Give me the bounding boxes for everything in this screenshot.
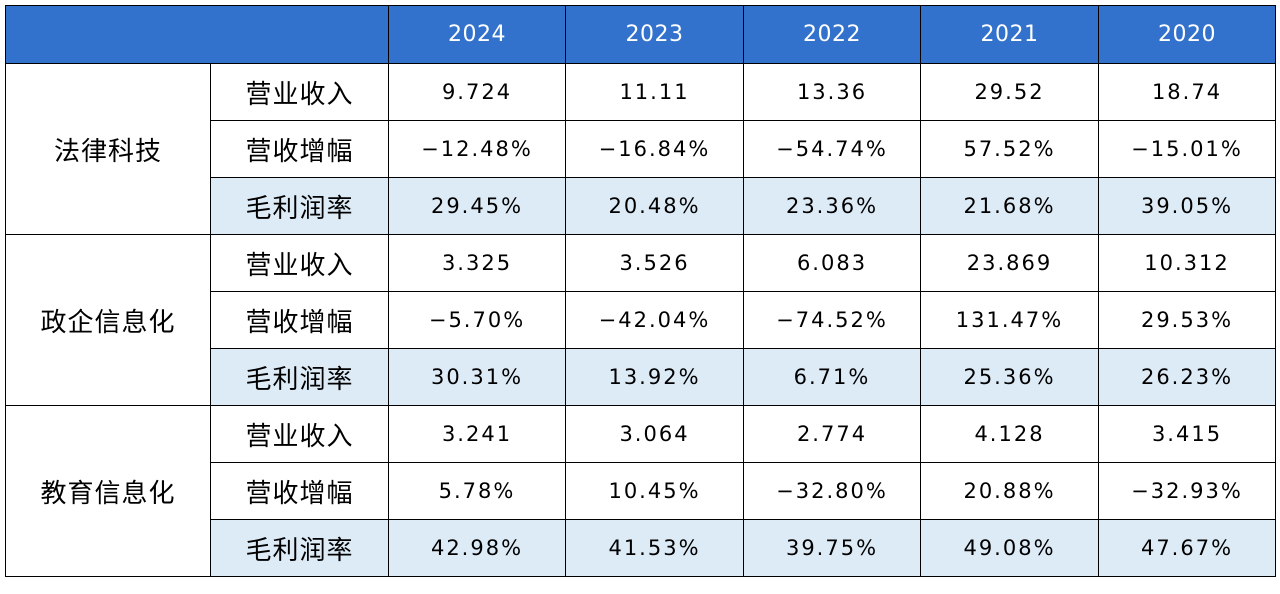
segment-cell[interactable]: 教育信息化 <box>5 405 211 577</box>
value-cell[interactable]: −54.74% <box>743 120 921 178</box>
value-cell[interactable]: −5.70% <box>388 291 566 349</box>
value-cell[interactable]: 39.05% <box>1098 177 1276 235</box>
table-row: 法律科技 营业收入 9.724 11.11 13.36 29.52 18.74 <box>5 63 1276 235</box>
table-row: 毛利润率 42.98% 41.53% 39.75% 49.08% 47.67% <box>6 519 1276 577</box>
value-cell[interactable]: 13.36 <box>743 63 921 121</box>
segment-cell[interactable]: 法律科技 <box>5 63 211 235</box>
metric-cell[interactable]: 营收增幅 <box>210 291 389 349</box>
value-cell[interactable]: −16.84% <box>565 120 744 178</box>
value-cell[interactable]: 29.53% <box>1098 291 1276 349</box>
metric-cell[interactable]: 营收增幅 <box>210 120 389 178</box>
header-year-cell[interactable]: 2020 <box>1098 5 1276 64</box>
header-year-cell[interactable]: 2024 <box>388 5 566 64</box>
value-cell[interactable]: −74.52% <box>743 291 921 349</box>
header-corner-cell[interactable] <box>5 5 389 64</box>
financial-table: 2024 2023 2022 2021 2020 法律科技 营业收入 9.724… <box>5 5 1276 577</box>
table-row: 教育信息化 营业收入 3.241 3.064 2.774 4.128 3.415 <box>5 405 1276 577</box>
value-cell[interactable]: 6.083 <box>743 234 921 292</box>
value-cell[interactable]: 9.724 <box>388 63 566 121</box>
table-row: 营收增幅 −12.48% −16.84% −54.74% 57.52% −15.… <box>6 120 1276 178</box>
value-cell[interactable]: 3.241 <box>388 405 566 463</box>
value-cell[interactable]: 3.325 <box>388 234 566 292</box>
table-row: 政企信息化 营业收入 3.325 3.526 6.083 23.869 10.3… <box>5 234 1276 406</box>
value-cell[interactable]: 21.68% <box>920 177 1099 235</box>
value-cell[interactable]: −32.93% <box>1098 462 1276 520</box>
value-cell[interactable]: −15.01% <box>1098 120 1276 178</box>
value-cell[interactable]: 39.75% <box>743 519 921 577</box>
value-cell[interactable]: 29.52 <box>920 63 1099 121</box>
metric-cell[interactable]: 毛利润率 <box>210 177 389 235</box>
value-cell[interactable]: 41.53% <box>565 519 744 577</box>
value-cell[interactable]: 5.78% <box>388 462 566 520</box>
table-row: 毛利润率 30.31% 13.92% 6.71% 25.36% 26.23% <box>6 348 1276 406</box>
value-cell[interactable]: 23.36% <box>743 177 921 235</box>
value-cell[interactable]: 3.064 <box>565 405 744 463</box>
value-cell[interactable]: 3.526 <box>565 234 744 292</box>
segment-cell[interactable]: 政企信息化 <box>5 234 211 406</box>
header-year-cell[interactable]: 2022 <box>743 5 921 64</box>
value-cell[interactable]: 47.67% <box>1098 519 1276 577</box>
value-cell[interactable]: 3.415 <box>1098 405 1276 463</box>
metric-cell[interactable]: 毛利润率 <box>210 348 389 406</box>
value-cell[interactable]: 29.45% <box>388 177 566 235</box>
value-cell[interactable]: 13.92% <box>565 348 744 406</box>
value-cell[interactable]: 49.08% <box>920 519 1099 577</box>
value-cell[interactable]: 10.45% <box>565 462 744 520</box>
value-cell[interactable]: 20.88% <box>920 462 1099 520</box>
value-cell[interactable]: −32.80% <box>743 462 921 520</box>
header-row: 2024 2023 2022 2021 2020 <box>5 5 1276 64</box>
metric-cell[interactable]: 营收增幅 <box>210 462 389 520</box>
header-year-cell[interactable]: 2021 <box>920 5 1099 64</box>
table-row: 营收增幅 5.78% 10.45% −32.80% 20.88% −32.93% <box>6 462 1276 520</box>
value-cell[interactable]: 6.71% <box>743 348 921 406</box>
value-cell[interactable]: 57.52% <box>920 120 1099 178</box>
value-cell[interactable]: 18.74 <box>1098 63 1276 121</box>
value-cell[interactable]: 30.31% <box>388 348 566 406</box>
value-cell[interactable]: −42.04% <box>565 291 744 349</box>
value-cell[interactable]: 131.47% <box>920 291 1099 349</box>
value-cell[interactable]: 2.774 <box>743 405 921 463</box>
value-cell[interactable]: 23.869 <box>920 234 1099 292</box>
value-cell[interactable]: 11.11 <box>565 63 744 121</box>
value-cell[interactable]: 10.312 <box>1098 234 1276 292</box>
spreadsheet: 2024 2023 2022 2021 2020 法律科技 营业收入 9.724… <box>5 5 1276 589</box>
value-cell[interactable]: 25.36% <box>920 348 1099 406</box>
value-cell[interactable]: 26.23% <box>1098 348 1276 406</box>
value-cell[interactable]: −12.48% <box>388 120 566 178</box>
table-row: 毛利润率 29.45% 20.48% 23.36% 21.68% 39.05% <box>6 177 1276 235</box>
value-cell[interactable]: 4.128 <box>920 405 1099 463</box>
value-cell[interactable]: 42.98% <box>388 519 566 577</box>
metric-cell[interactable]: 营业收入 <box>210 234 389 292</box>
metric-cell[interactable]: 毛利润率 <box>210 519 389 577</box>
metric-cell[interactable]: 营业收入 <box>210 405 389 463</box>
metric-cell[interactable]: 营业收入 <box>210 63 389 121</box>
header-year-cell[interactable]: 2023 <box>565 5 744 64</box>
value-cell[interactable]: 20.48% <box>565 177 744 235</box>
